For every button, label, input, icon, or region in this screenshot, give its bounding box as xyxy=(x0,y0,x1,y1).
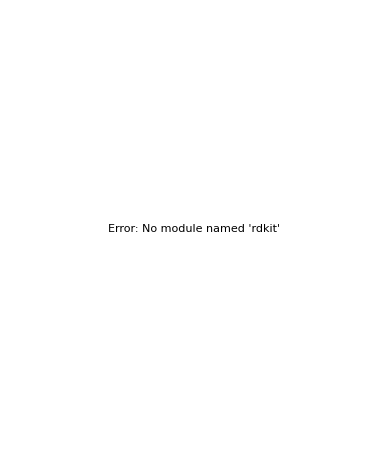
Text: Error: No module named 'rdkit': Error: No module named 'rdkit' xyxy=(108,224,280,234)
